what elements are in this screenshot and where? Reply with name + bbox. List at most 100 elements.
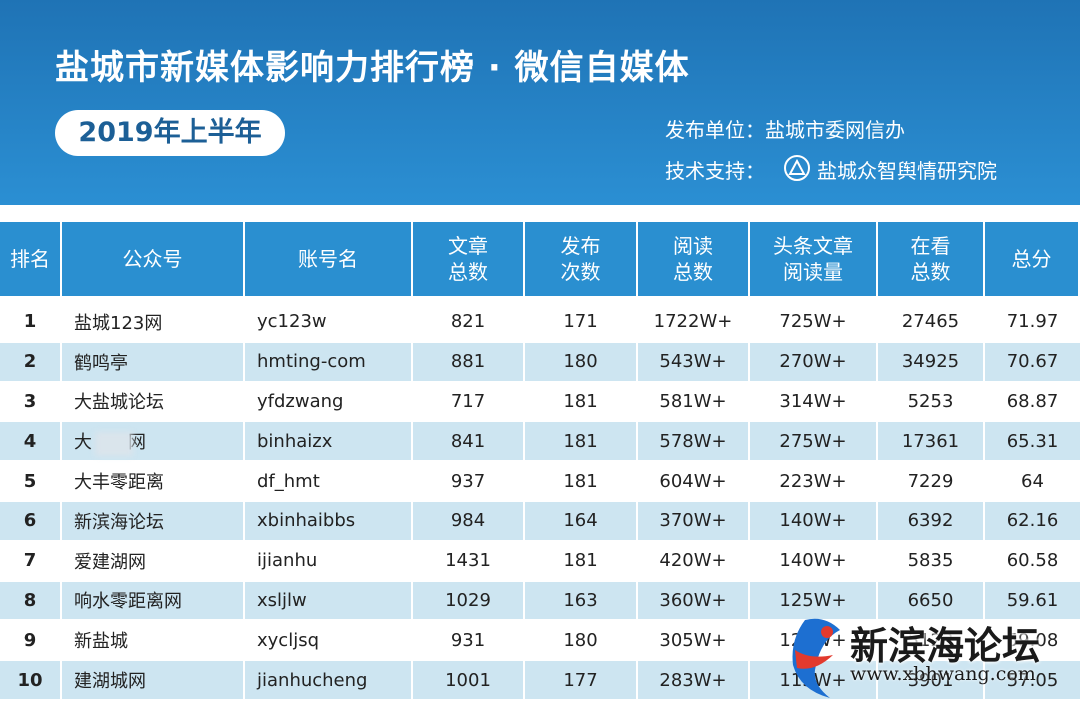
column-header: 总分 [985, 222, 1080, 296]
table-cell: 盐城123网 [62, 303, 243, 341]
table-cell: 7229 [878, 462, 983, 500]
column-header: 发布 次数 [525, 222, 638, 296]
table-cell: 171 [525, 303, 636, 341]
table-cell: 1001 [413, 661, 523, 699]
table-cell: 大丰零距离 [62, 462, 243, 500]
support-org: 盐城众智舆情研究院 [817, 159, 997, 183]
column-header: 账号名 [245, 222, 413, 296]
table-cell: 6392 [878, 502, 983, 540]
table-cell: 响水零距离网 [62, 581, 243, 620]
table-cell: 881 [413, 342, 523, 381]
table-cell: 140W+ [750, 541, 876, 580]
table-cell: 17361 [878, 422, 983, 461]
table-cell: 60.58 [985, 541, 1080, 580]
table-cell: 181 [525, 541, 636, 580]
table-cell: hmting-com [245, 342, 411, 381]
table-cell: 270W+ [750, 342, 876, 381]
table-cell: 931 [413, 621, 523, 660]
table-cell: 7 [0, 541, 60, 580]
table-cell: 181 [525, 462, 636, 500]
support-label: 技术支持： [665, 159, 765, 183]
publisher: 发布单位：盐城市委网信办 [665, 118, 905, 142]
table-cell: 6 [0, 502, 60, 540]
header-banner: 盐城市新媒体影响力排行榜 · 微信自媒体 2019年上半年 发布单位：盐城市委网… [0, 0, 1080, 205]
table-cell: 57.05 [985, 661, 1080, 699]
table-cell: 10 [0, 661, 60, 699]
column-header: 阅读 总数 [638, 222, 750, 296]
table-cell: 275W+ [750, 422, 876, 461]
table-cell: 125W+ [750, 581, 876, 620]
column-header: 排名 [0, 222, 62, 296]
table-cell: 1722W+ [638, 303, 748, 341]
watermark-url: www.xbhwang.com [850, 663, 1036, 685]
blur-mask [95, 432, 133, 456]
table-cell: 180 [525, 342, 636, 381]
table-cell: 68.87 [985, 382, 1080, 421]
column-header: 在看 总数 [878, 222, 985, 296]
column-header: 文章 总数 [413, 222, 525, 296]
table-cell: 64 [985, 462, 1080, 500]
table-cell: 180 [525, 621, 636, 660]
table-cell: 70.67 [985, 342, 1080, 381]
table-cell: 5253 [878, 382, 983, 421]
table-cell: 3 [0, 382, 60, 421]
table-cell: 新盐城 [62, 621, 243, 660]
watermark-name: 新滨海论坛 [850, 624, 1041, 668]
table-cell: 420W+ [638, 541, 748, 580]
table-cell: jianhucheng [245, 661, 411, 699]
table-cell: 大盐城论坛 [62, 382, 243, 421]
table-cell: yc123w [245, 303, 411, 341]
table-cell: 177 [525, 661, 636, 699]
table-cell: 1431 [413, 541, 523, 580]
table-cell: 1029 [413, 581, 523, 620]
table-cell: 841 [413, 422, 523, 461]
table-cell: 27465 [878, 303, 983, 341]
table-cell: 65.31 [985, 422, 1080, 461]
table-cell: 4 [0, 422, 60, 461]
table-cell: 5835 [878, 541, 983, 580]
table-cell: 717 [413, 382, 523, 421]
table-cell: 581W+ [638, 382, 748, 421]
table-cell: binhaizx [245, 422, 411, 461]
table-cell: xsljlw [245, 581, 411, 620]
table-cell: 937 [413, 462, 523, 500]
table-cell: xbinhaibbs [245, 502, 411, 540]
table-cell: 725W+ [750, 303, 876, 341]
table-cell: 821 [413, 303, 523, 341]
table-cell: xycljsq [245, 621, 411, 660]
title: 盐城市新媒体影响力排行榜 · 微信自媒体 [55, 48, 690, 88]
table-cell: 59.08 [985, 621, 1080, 660]
table-cell: 59.61 [985, 581, 1080, 620]
table-cell: 543W+ [638, 342, 748, 381]
table-cell: 283W+ [638, 661, 748, 699]
table-cell: 6650 [878, 581, 983, 620]
table-cell: 鹤鸣亭 [62, 342, 243, 381]
support-logo [784, 155, 810, 181]
table-cell: 3901 [878, 661, 983, 699]
table-cell: 爱建湖网 [62, 541, 243, 580]
table-cell: df_hmt [245, 462, 411, 500]
table-cell: 360W+ [638, 581, 748, 620]
table-cell: 578W+ [638, 422, 748, 461]
table-cell: 9 [0, 621, 60, 660]
table-cell: 建湖城网 [62, 661, 243, 699]
table-cell: 223W+ [750, 462, 876, 500]
table-cell: 984 [413, 502, 523, 540]
table-cell: 140W+ [750, 502, 876, 540]
table-cell: 181 [525, 382, 636, 421]
period-badge: 2019年上半年 [55, 110, 285, 156]
table-cell: 181 [525, 422, 636, 461]
table-cell: 5123 [878, 621, 983, 660]
table-cell: 314W+ [750, 382, 876, 421]
table-cell: 5 [0, 462, 60, 500]
column-header: 头条文章 阅读量 [750, 222, 878, 296]
table-cell: 1 [0, 303, 60, 341]
column-header: 公众号 [62, 222, 245, 296]
table-cell: 新滨海论坛 [62, 502, 243, 540]
table-cell: 大 网 [62, 422, 243, 461]
table-cell: ijianhu [245, 541, 411, 580]
table-cell: 164 [525, 502, 636, 540]
table-cell: 8 [0, 581, 60, 620]
table-cell: 34925 [878, 342, 983, 381]
